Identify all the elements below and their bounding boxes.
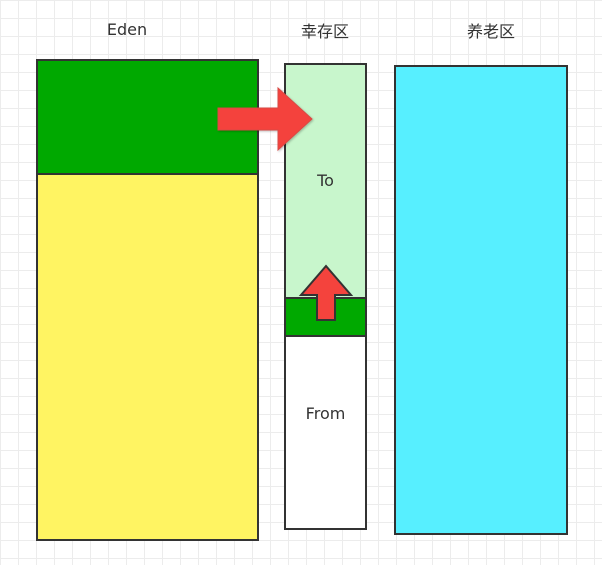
old-generation-space bbox=[394, 65, 568, 535]
arrow-up-icon bbox=[298, 264, 354, 321]
survivor-heading: 幸存区 bbox=[300, 22, 349, 41]
old-generation-heading: 养老区 bbox=[466, 22, 515, 41]
from-label: From bbox=[305, 404, 346, 423]
arrow-right-icon bbox=[217, 86, 313, 152]
eden-heading: Eden bbox=[106, 20, 148, 39]
to-label: To bbox=[317, 171, 334, 190]
